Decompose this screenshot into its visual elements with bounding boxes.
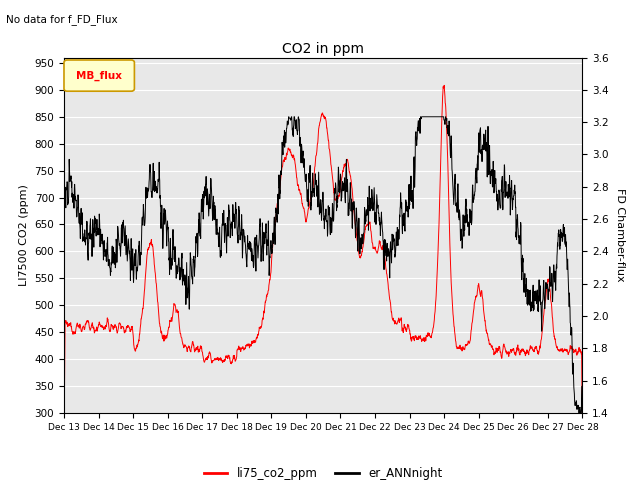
Y-axis label: LI7500 CO2 (ppm): LI7500 CO2 (ppm)	[19, 184, 29, 286]
Title: CO2 in ppm: CO2 in ppm	[282, 42, 364, 57]
Text: No data for f_FD_Flux: No data for f_FD_Flux	[6, 14, 118, 25]
Legend: li75_co2_ppm, er_ANNnight: li75_co2_ppm, er_ANNnight	[199, 463, 447, 480]
Text: MB_flux: MB_flux	[76, 71, 122, 81]
Y-axis label: FD Chamber-flux: FD Chamber-flux	[616, 188, 625, 282]
